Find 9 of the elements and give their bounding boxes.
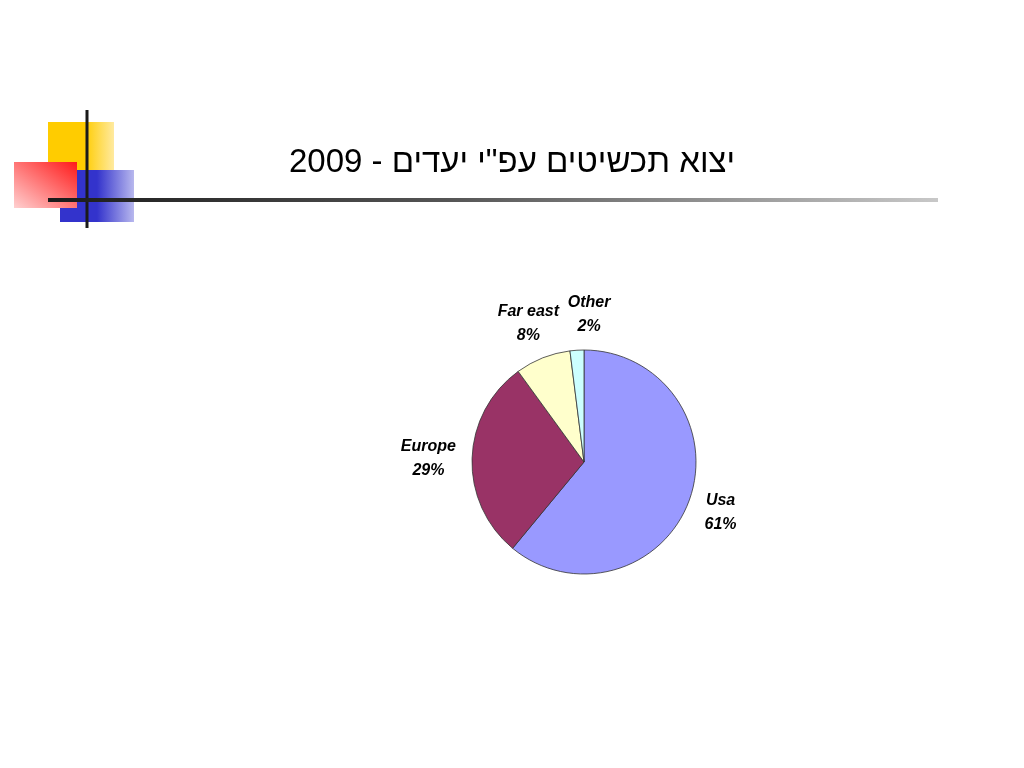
slice-label: Far east [497,301,560,319]
data-label: 8% [516,325,540,343]
slice-label: Other [567,293,612,311]
data-label: 2% [576,317,601,335]
data-label: 29% [411,460,445,478]
chart-title: יצוא תכשיטים עפ"י יעדים - 2009 [288,142,736,179]
data-label: 61% [704,514,737,532]
slice-label: Europe [400,436,457,454]
slice-label: Usa [705,490,736,508]
